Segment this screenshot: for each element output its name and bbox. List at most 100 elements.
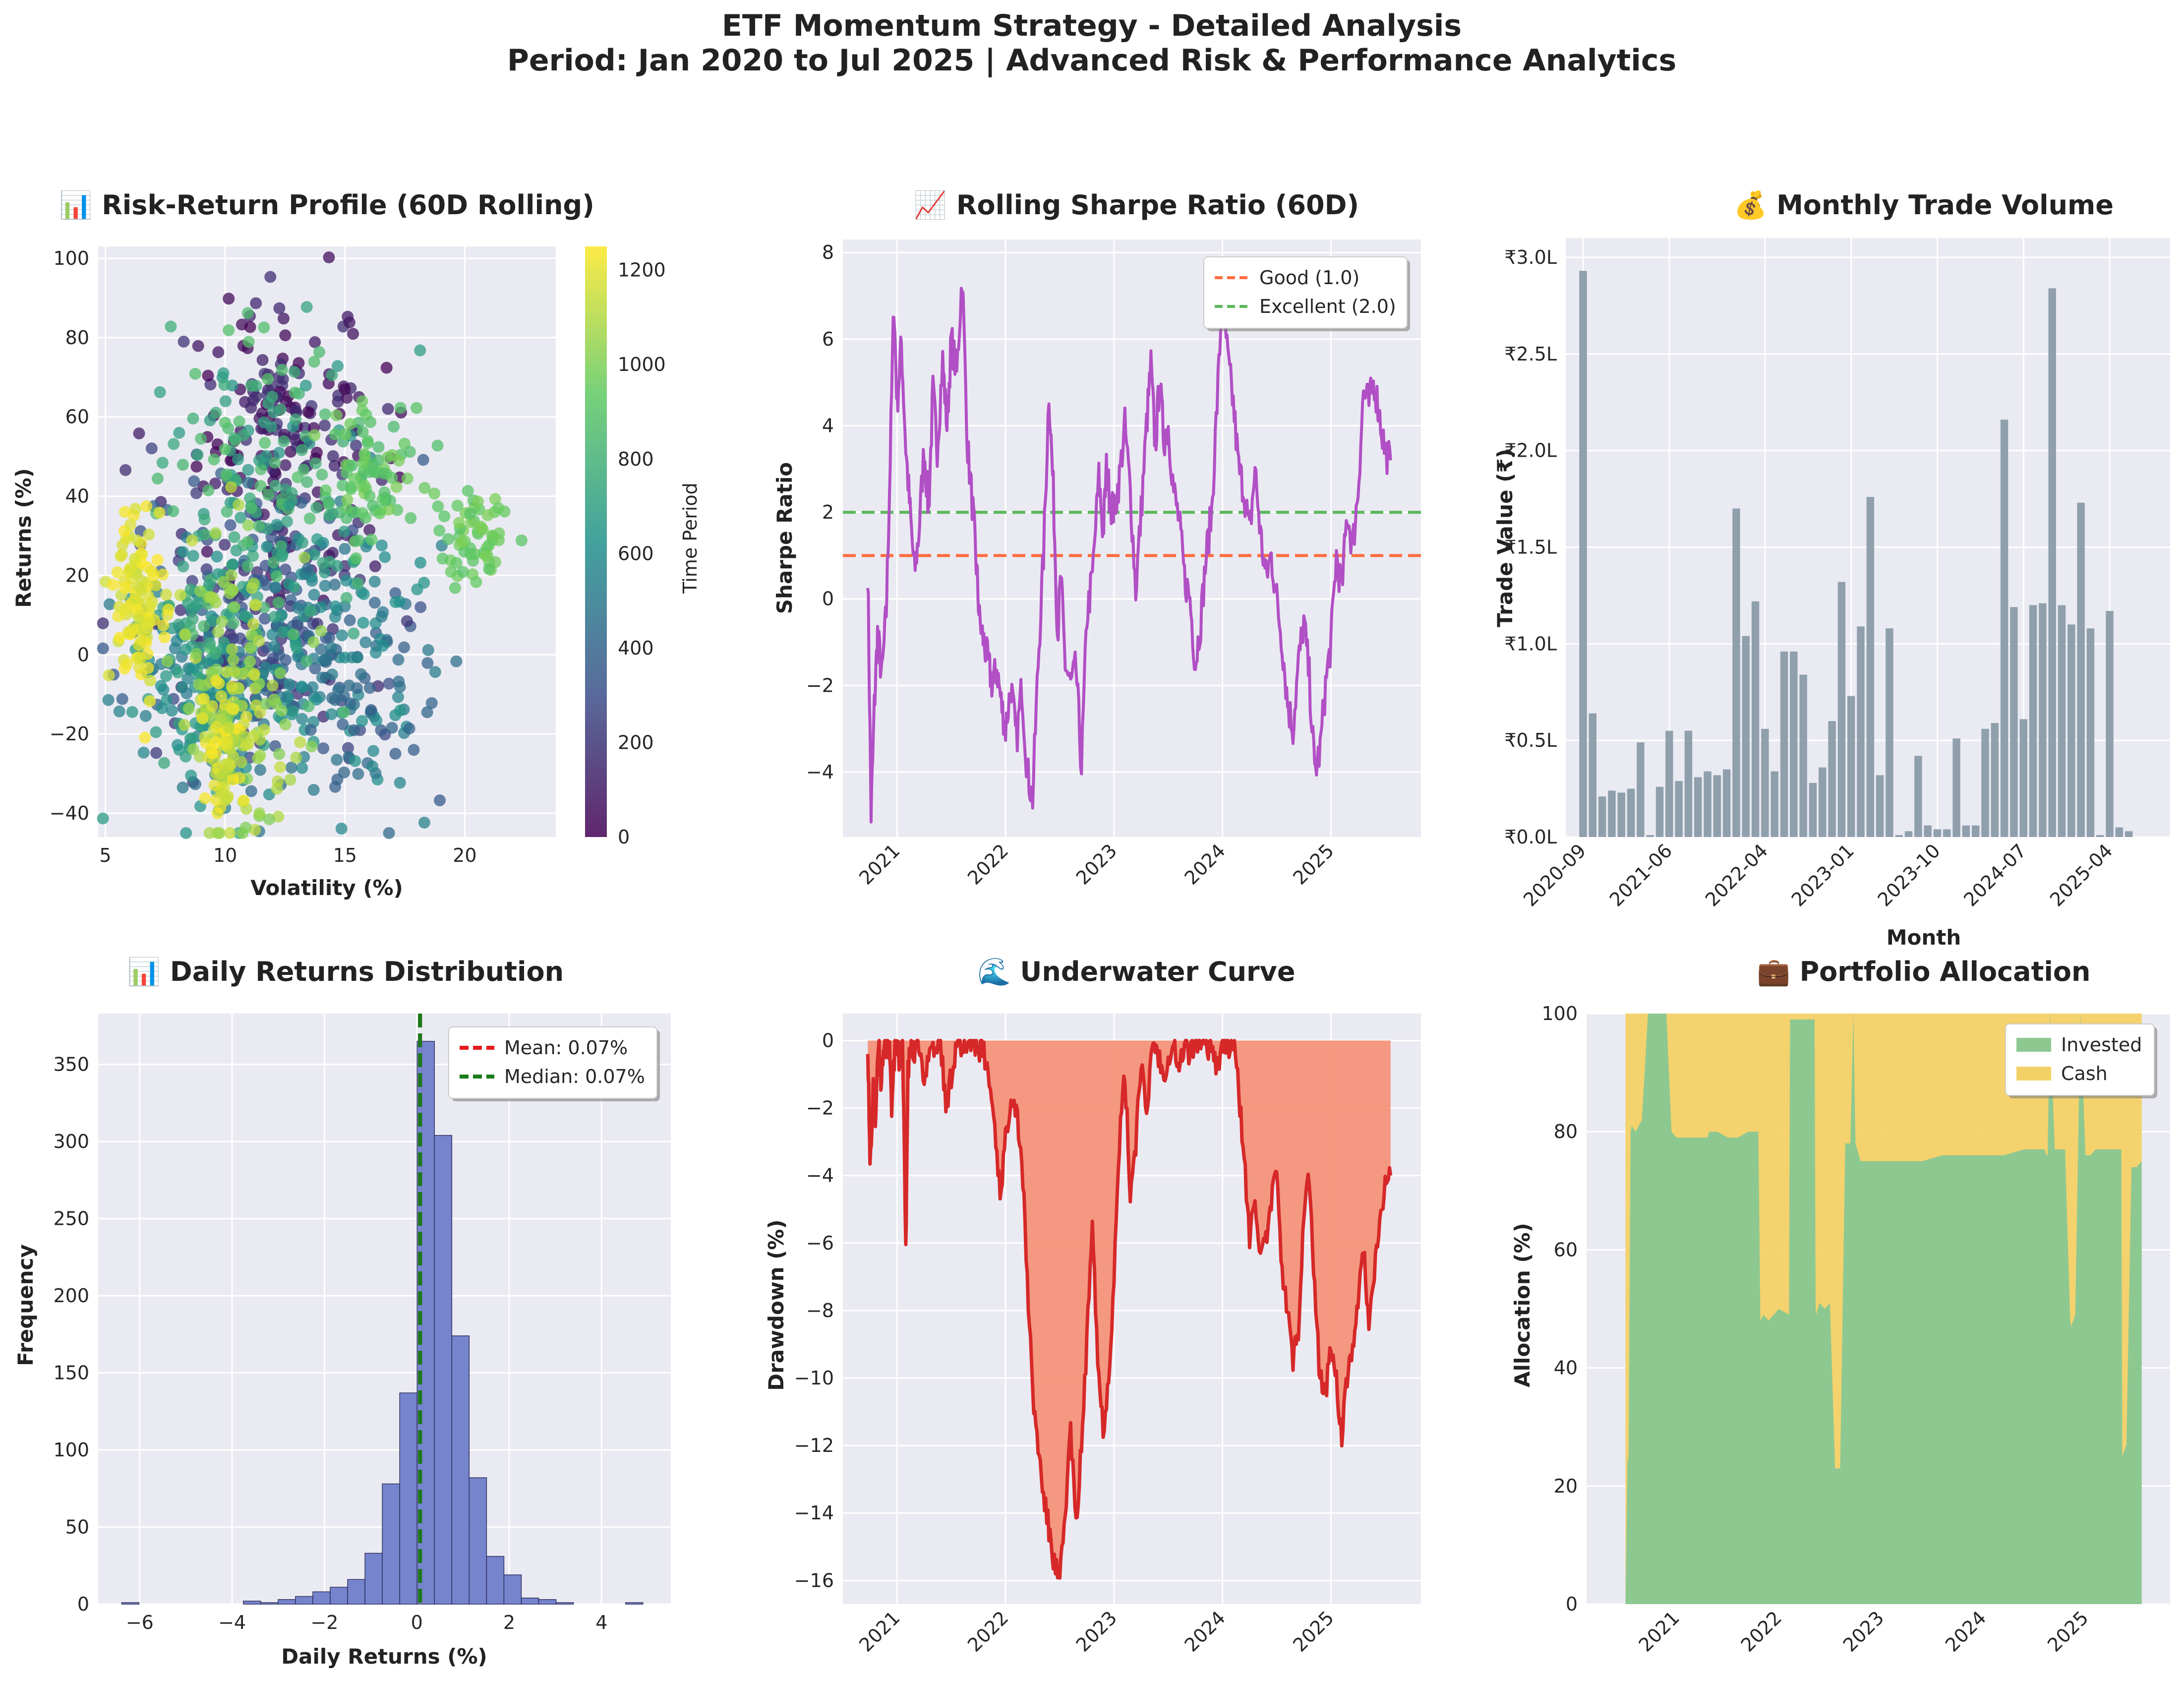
scatter-point	[313, 346, 325, 358]
volume-bar	[1866, 497, 1874, 837]
scatter-point	[172, 739, 184, 751]
scatter-point	[307, 783, 320, 796]
scatter-point	[232, 453, 244, 466]
scatter-point	[145, 442, 158, 455]
scatter-point	[219, 443, 231, 455]
scatter-point	[177, 546, 189, 558]
scatter-point	[382, 503, 395, 516]
scatter-point	[242, 477, 254, 489]
scatter-point	[225, 569, 237, 582]
scatter-point	[383, 827, 395, 840]
scatter-point	[113, 705, 125, 718]
volume-bar	[1637, 742, 1645, 837]
panel-title: 📈 Rolling Sharpe Ratio (60D)	[914, 189, 1359, 221]
scatter-point	[319, 484, 332, 496]
volume-bar	[1713, 775, 1721, 837]
scatter-point	[479, 549, 492, 562]
scatter-point	[217, 788, 229, 800]
y-tick-label: 80	[65, 327, 89, 349]
scatter-point	[417, 454, 429, 466]
colorbar-label: Time Period	[679, 482, 701, 594]
scatter-point	[293, 357, 305, 369]
scatter-point	[481, 509, 494, 521]
scatter-point	[225, 481, 237, 493]
volume-bar	[1886, 628, 1893, 837]
volume-bar	[2010, 607, 2018, 837]
scatter-point	[433, 525, 446, 537]
scatter-point	[411, 402, 423, 414]
scatter-point	[172, 666, 184, 679]
scatter-point	[392, 691, 404, 703]
scatter-point	[470, 576, 482, 588]
scatter-point	[474, 520, 487, 533]
y-tick-label: 0	[822, 588, 834, 610]
scatter-point	[418, 816, 430, 829]
scatter-point	[254, 706, 266, 719]
sharpe-line	[866, 287, 1392, 824]
scatter-point	[331, 360, 344, 372]
volume-bar	[1895, 835, 1903, 837]
colorbar-tick-label: 200	[618, 731, 654, 753]
colorbar-tick-label: 400	[618, 637, 654, 659]
histogram-bar	[330, 1587, 348, 1605]
scatter-point	[107, 579, 119, 591]
drawdown-area	[868, 1040, 1391, 1578]
scatter-point	[483, 539, 495, 551]
scatter-point	[432, 500, 444, 513]
suptitle-line-1: ETF Momentum Strategy - Detailed Analysi…	[722, 8, 1462, 43]
risk-return-panel: 📊 Risk-Return Profile (60D Rolling) Vola…	[11, 189, 701, 900]
y-tick-label: 80	[1554, 1121, 1578, 1142]
scatter-point	[195, 432, 207, 445]
scatter-point	[457, 566, 469, 578]
scatter-point	[341, 493, 354, 506]
y-tick-label: ₹0.5L	[1504, 729, 1557, 751]
scatter-point	[223, 324, 235, 337]
scatter-point	[186, 535, 198, 547]
y-axis-label: Frequency	[13, 1244, 38, 1366]
scatter-point	[203, 827, 216, 840]
scatter-point	[212, 626, 225, 638]
histogram-bar	[295, 1596, 313, 1605]
scatter-point	[168, 438, 180, 450]
scatter-point	[269, 456, 281, 469]
volume-bar	[1780, 651, 1788, 837]
scatter-point	[284, 774, 296, 786]
scatter-point	[131, 535, 144, 547]
volume-bar	[1790, 651, 1798, 837]
scatter-point	[280, 483, 292, 496]
scatter-point	[279, 459, 292, 472]
scatter-point	[177, 335, 190, 348]
volume-bar	[1876, 775, 1884, 837]
scatter-point	[336, 629, 348, 642]
scatter-point	[179, 629, 191, 641]
scatter-point	[216, 615, 228, 628]
scatter-point	[259, 437, 271, 449]
y-tick-label: 8	[822, 241, 834, 263]
scatter-point	[250, 390, 262, 403]
scatter-point	[433, 794, 446, 807]
scatter-point	[483, 563, 495, 575]
y-tick-label: 6	[822, 328, 834, 350]
legend-label: Excellent (2.0)	[1259, 296, 1396, 317]
scatter-point	[227, 584, 239, 597]
scatter-point	[380, 361, 393, 374]
y-tick-label: ₹2.5L	[1504, 343, 1557, 365]
scatter-point	[319, 654, 332, 666]
x-axis-label: Volatility (%)	[250, 876, 403, 900]
volume-bar	[1981, 728, 1989, 837]
scatter-point	[204, 637, 216, 650]
y-axis-label: Allocation (%)	[1510, 1223, 1535, 1387]
panel-title: 📊 Daily Returns Distribution	[127, 956, 564, 987]
scatter-point	[363, 524, 376, 536]
histogram-bar	[347, 1579, 365, 1605]
scatter-point	[114, 632, 126, 644]
scatter-point	[329, 428, 341, 440]
legend-label: Good (1.0)	[1259, 267, 1359, 289]
scatter-point	[211, 550, 223, 563]
scatter-point	[187, 661, 200, 674]
scatter-point	[390, 481, 403, 493]
y-tick-label: ₹1.0L	[1504, 633, 1557, 655]
scatter-point	[442, 533, 455, 545]
scatter-point	[319, 566, 331, 579]
volume-bar	[1771, 771, 1778, 837]
